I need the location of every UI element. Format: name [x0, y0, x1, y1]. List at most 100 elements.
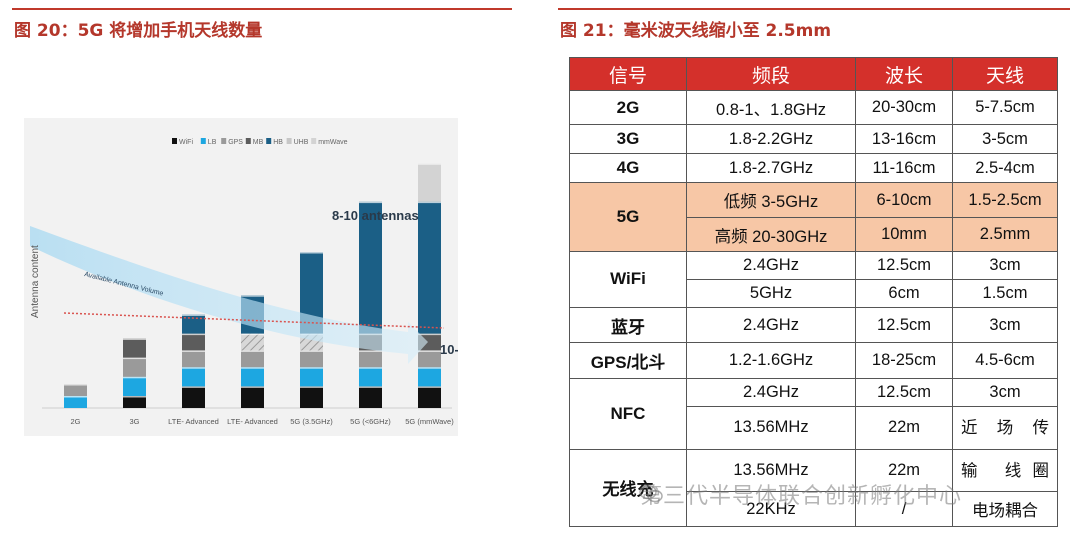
- bar-segment-divider: [300, 252, 323, 254]
- antenna-chart: WiFi LB GPS MB HB UHB mmWave 2G 3G LTE- Advanced…: [24, 118, 527, 436]
- row-wavelength: 12.5cm: [855, 378, 953, 407]
- bar-segment-lb: [182, 367, 205, 387]
- row-frequency: 22KHz: [686, 491, 856, 527]
- bar-segment-gps: [182, 350, 205, 368]
- row-wavelength: 6-10cm: [855, 182, 953, 218]
- bar-segment-wifi: [182, 386, 205, 408]
- bar-segment-divider: [418, 333, 441, 336]
- bar-segment-divider: [123, 396, 146, 398]
- bar-segment-divider: [123, 376, 146, 379]
- bar-segment-divider: [359, 367, 382, 369]
- row-wavelength: 13-16cm: [855, 124, 953, 155]
- trend-line: [63, 312, 445, 329]
- bar-segment-hb: [359, 201, 382, 334]
- bar-segment-divider: [300, 386, 323, 388]
- row-wavelength: 12.5cm: [855, 251, 953, 280]
- x-tick-label: 2G: [70, 417, 80, 426]
- bar-segment-divider: [182, 367, 205, 369]
- row-antenna: 5-7.5cm: [952, 89, 1058, 126]
- bar-segment-hb: [418, 201, 441, 334]
- bar-segment-lb: [123, 376, 146, 396]
- bar-segment-mb: [123, 338, 146, 358]
- row-antenna: 输 线圈: [952, 448, 1058, 493]
- bar-segment-hb: [300, 252, 323, 334]
- row-antenna: 3cm: [952, 378, 1058, 407]
- annotation-10-12-antenna: 10-12 antenna: [440, 342, 458, 357]
- x-tick-label: 5G (mmWave): [405, 417, 454, 426]
- row-antenna: 2.5mm: [952, 216, 1058, 253]
- header-antenna: 天线: [952, 57, 1058, 91]
- legend-swatch: [200, 138, 206, 144]
- bar-segment-divider: [182, 386, 205, 388]
- bar-segment-divider: [241, 367, 264, 369]
- legend-label: LB: [208, 139, 217, 146]
- bar-segment-divider: [418, 367, 441, 369]
- chart-legend: WiFi LB GPS MB HB UHB mmWave: [172, 138, 348, 146]
- row-antenna: 3-5cm: [952, 124, 1058, 155]
- row-wavelength: 10mm: [855, 216, 953, 253]
- row-antenna: 4.5-6cm: [952, 342, 1058, 380]
- bar-segment-divider: [241, 295, 264, 297]
- row-wavelength: 11-16cm: [855, 153, 953, 184]
- legend-swatch: [172, 138, 177, 144]
- table-row: 5G 低频 3-5GHz 6-10cm 1.5-2.5cm: [569, 182, 1058, 253]
- table-row: 13.56MHz 22m 近 场 传: [570, 405, 1058, 450]
- header-wavelength: 波长: [855, 57, 953, 91]
- row-band: 5G: [569, 182, 687, 253]
- bar-segment-gps: [123, 357, 146, 377]
- chart-bars: [42, 163, 452, 409]
- legend-label: MB: [253, 139, 264, 146]
- chart-overlay: [30, 226, 445, 364]
- row-frequency: 2.4GHz: [686, 378, 856, 407]
- bar-segment-divider: [182, 314, 205, 316]
- row-frequency: 低频 3-5GHz: [686, 182, 856, 218]
- bar-segment-divider: [241, 333, 264, 336]
- x-tick-label: 5G (<6GHz): [350, 417, 391, 426]
- x-tick-label: 3G: [129, 417, 139, 426]
- row-frequency: 1.2-1.6GHz: [686, 342, 856, 380]
- bar-segment-gps: [359, 350, 382, 368]
- row-band: 4G: [569, 153, 687, 184]
- header-band: 频段: [686, 57, 856, 91]
- table-row: 3G 1.8-2.2GHz 13-16cm 3-5cm: [569, 124, 1058, 155]
- row-antenna: 近 场 传: [952, 405, 1058, 450]
- x-tick-label: LTE- Advanced: [227, 417, 278, 426]
- table-row: 22KHz / 电场耦合: [570, 491, 1058, 527]
- row-wavelength: 6cm: [855, 278, 953, 308]
- available-volume-arrow: [30, 226, 428, 364]
- legend-swatch: [245, 138, 251, 144]
- legend-label: HB: [273, 139, 283, 146]
- row-frequency: 2.4GHz: [686, 306, 856, 344]
- bar-segment-divider: [123, 357, 146, 360]
- bar-segment-divider: [64, 384, 87, 386]
- left-title-rule: [12, 8, 512, 10]
- right-figure-title: 图 21：毫米波天线缩小至 2.5mm: [560, 21, 832, 41]
- row-wavelength: /: [855, 491, 953, 527]
- row-antenna: 1.5cm: [952, 278, 1058, 308]
- right-title-rule: [558, 8, 1070, 10]
- bar-segment-lb: [64, 396, 87, 408]
- bar-segment-wifi: [123, 396, 146, 408]
- wechat-icon: [639, 484, 663, 503]
- bar-segment-gps: [64, 384, 87, 396]
- bar-segment-divider: [182, 350, 205, 352]
- bar-segment-divider: [359, 201, 382, 204]
- bar-segment-mmwave: [418, 163, 441, 202]
- bar-segment-gps: [418, 350, 441, 368]
- bar-segment-hb: [182, 314, 205, 334]
- legend-label: GPS: [228, 139, 243, 146]
- row-antenna: 3cm: [952, 251, 1058, 280]
- bar-segment-divider: [418, 350, 441, 352]
- bar-segment-divider: [359, 386, 382, 388]
- watermark-text: 第三代半导体联合创新孵化中心: [640, 484, 963, 509]
- legend-label: WiFi: [179, 139, 193, 146]
- bar-segment-gps: [300, 350, 323, 368]
- bar-segment-divider: [64, 396, 87, 398]
- bar-segment-divider: [300, 367, 323, 369]
- row-band: NFC: [569, 378, 687, 450]
- table-row: 蓝牙 2.4GHz 12.5cm 3cm: [569, 306, 1058, 344]
- table-row: GPS/北斗 1.2-1.6GHz 18-25cm 4.5-6cm: [569, 342, 1058, 380]
- table-row: 4G 1.8-2.7GHz 11-16cm 2.5-4cm: [569, 153, 1058, 184]
- legend-swatch: [266, 138, 272, 144]
- header-signal: 信号: [569, 57, 687, 91]
